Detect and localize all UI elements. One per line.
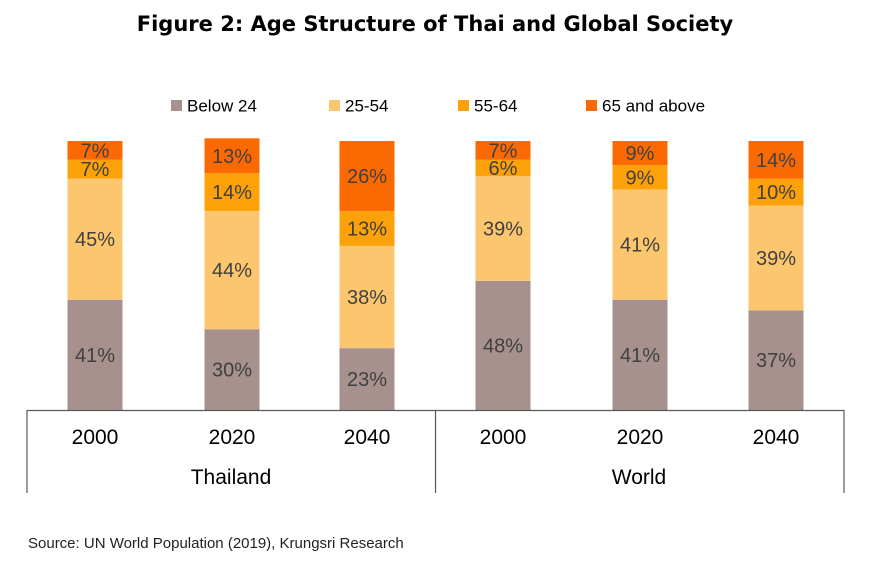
x-tick-label: 2020 xyxy=(209,426,256,449)
bar-segment-55-64 xyxy=(748,178,804,206)
bar-segment-below-24 xyxy=(339,348,395,410)
bar-segment-65-and-above xyxy=(204,138,260,174)
bar-segment-below-24 xyxy=(67,299,123,410)
source-note: Source: UN World Population (2019), Krun… xyxy=(28,535,404,552)
data-label: 10% xyxy=(756,182,796,204)
bar-stack-1: 41% 45% 7%7% xyxy=(67,140,123,410)
bar-segment-65-and-above xyxy=(612,141,668,166)
bar-segment-55-64 xyxy=(475,159,531,176)
bar-segment-25-54 xyxy=(339,245,395,349)
data-label: 41% xyxy=(75,345,115,367)
data-label: 13% xyxy=(347,218,387,240)
group-label: World xyxy=(612,466,666,489)
category-axis: 2000 2020 2040 2000 2020 2040 Thailand World xyxy=(26,409,845,493)
data-label: 6% xyxy=(489,158,518,180)
bar-stack-3: 23% 38% 13% 26% xyxy=(339,141,395,410)
group-label: Thailand xyxy=(191,466,272,489)
x-tick-label: 2040 xyxy=(344,426,391,449)
bar-stack-2: 30% 44% 14% 13% xyxy=(204,138,260,410)
bar-segment-25-54 xyxy=(612,189,668,300)
bar-segment-65-and-above xyxy=(748,141,804,179)
data-label: 48% xyxy=(483,335,523,357)
data-label: 44% xyxy=(212,260,252,282)
data-label: 38% xyxy=(347,287,387,309)
legend-label: 65 and above xyxy=(602,97,705,116)
data-label: 41% xyxy=(620,235,660,257)
data-label: 14% xyxy=(212,182,252,204)
bar-segment-25-54 xyxy=(204,210,260,330)
data-label: 26% xyxy=(347,166,387,188)
legend-swatch xyxy=(329,100,340,111)
bar-segment-55-64 xyxy=(339,210,395,246)
bar-segment-55-64 xyxy=(612,165,668,190)
bar-segment-55-64 xyxy=(204,173,260,211)
data-label: 39% xyxy=(483,218,523,240)
legend-swatch xyxy=(458,100,469,111)
legend-item: Below 24 xyxy=(171,97,257,116)
legend-item: 25-54 xyxy=(329,97,388,116)
x-tick-label: 2020 xyxy=(617,426,664,449)
bar-segment-65-and-above xyxy=(67,141,123,160)
bar-stack-5: 41% 41% 9%9% xyxy=(612,141,668,410)
legend-item: 65 and above xyxy=(586,97,705,116)
bar-segment-55-64 xyxy=(67,159,123,179)
data-label: 7% xyxy=(81,159,110,181)
legend-swatch xyxy=(586,100,597,111)
bar-segment-25-54 xyxy=(67,178,123,300)
data-label: 37% xyxy=(756,350,796,372)
chart-title: Figure 2: Age Structure of Thai and Glob… xyxy=(136,12,734,36)
data-label: 9% xyxy=(626,143,655,165)
legend-label: Below 24 xyxy=(187,97,257,116)
data-label: 30% xyxy=(212,360,252,382)
data-label: 41% xyxy=(620,345,660,367)
bar-segment-below-24 xyxy=(475,280,531,410)
bar-segment-below-24 xyxy=(612,299,668,410)
x-tick-label: 2040 xyxy=(753,426,800,449)
data-label: 9% xyxy=(626,167,655,189)
bar-segment-below-24 xyxy=(748,310,804,410)
legend-item: 55-64 xyxy=(458,97,517,116)
bar-segment-25-54 xyxy=(748,205,804,311)
bar-segment-25-54 xyxy=(475,175,531,281)
legend-swatch xyxy=(171,100,182,111)
bar-segment-65-and-above xyxy=(339,141,395,211)
x-tick-label: 2000 xyxy=(480,426,527,449)
data-label: 39% xyxy=(756,248,796,270)
legend-label: 55-64 xyxy=(474,97,517,116)
legend-label: 25-54 xyxy=(345,97,388,116)
bar-stack-4: 48% 39% 6%7% xyxy=(475,140,531,410)
data-label: 45% xyxy=(75,229,115,251)
x-tick-label: 2000 xyxy=(72,426,119,449)
data-label: 7% xyxy=(489,140,518,162)
data-label: 23% xyxy=(347,369,387,391)
bar-segment-below-24 xyxy=(204,329,260,410)
data-label: 13% xyxy=(212,146,252,168)
data-label: 7% xyxy=(81,140,110,162)
bar-segment-65-and-above xyxy=(475,141,531,160)
data-label: 14% xyxy=(756,150,796,172)
bar-stack-6: 37% 39% 10% 14% xyxy=(748,141,804,410)
legend: Below 24 25-54 55-64 65 and above xyxy=(171,97,705,116)
bars: 41%45%7%7%30%44%14%13%23%38%13%26%48%39%… xyxy=(67,138,804,410)
